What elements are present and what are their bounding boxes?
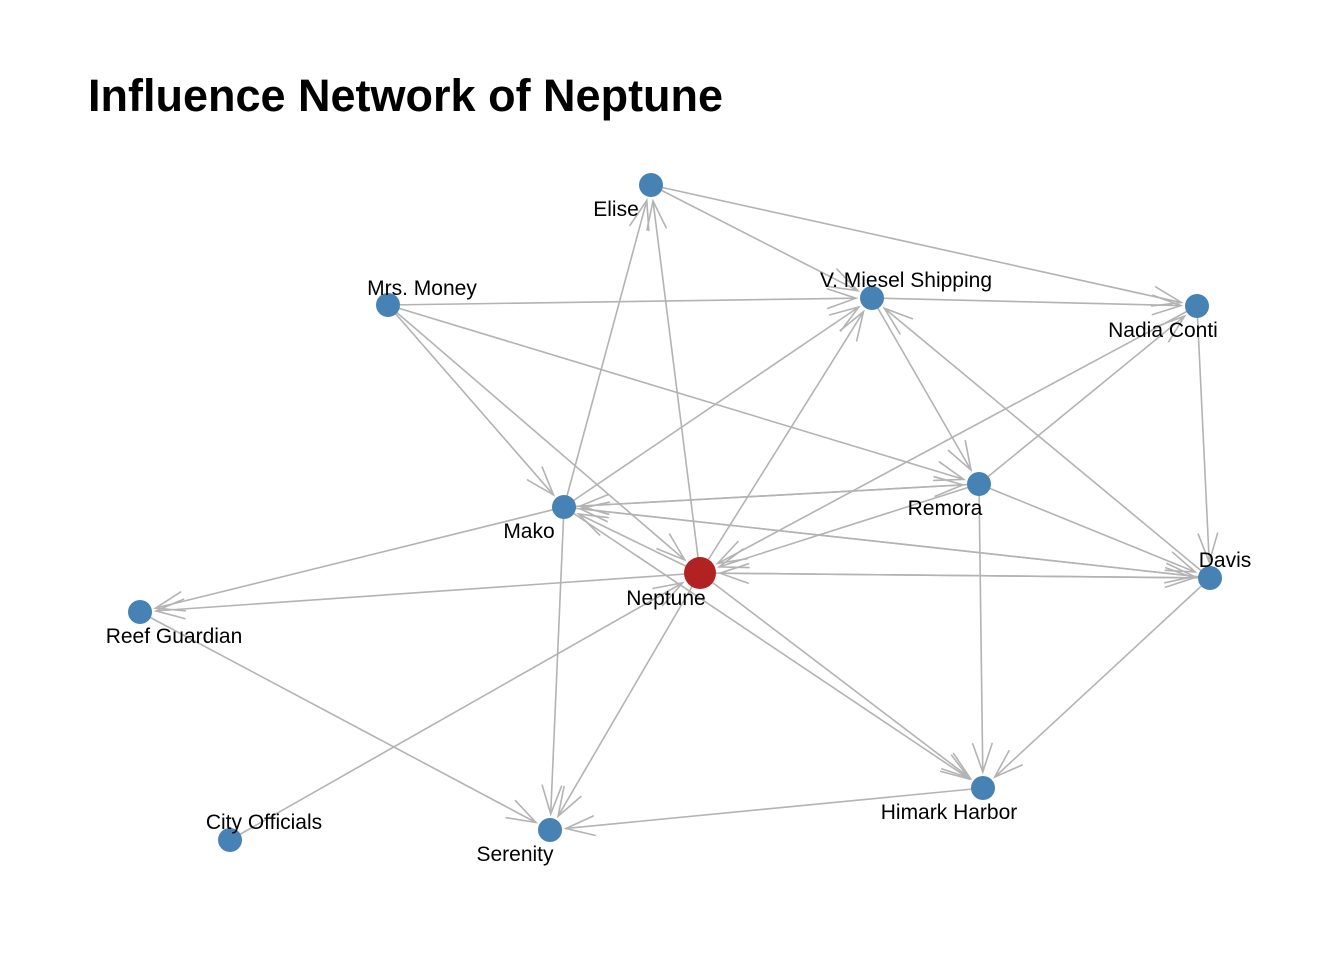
node-label-nadia: Nadia Conti xyxy=(1108,319,1218,342)
node-label-serenity: Serenity xyxy=(476,843,554,866)
node-label-reef: Reef Guardian xyxy=(106,625,243,648)
node-label-neptune: Neptune xyxy=(626,587,705,610)
node-remora xyxy=(967,472,991,496)
edge-mrs-money-to-v-miesel xyxy=(387,288,859,310)
node-elise xyxy=(639,173,663,197)
edge-reef-to-serenity xyxy=(139,611,539,824)
edge-himark-to-serenity xyxy=(563,787,984,837)
node-label-elise: Elise xyxy=(593,198,639,221)
edge-mako-to-elise xyxy=(563,198,650,508)
label-layer: Neptune Elise Mrs. Money V. Miesel Shipping… xyxy=(106,198,1252,866)
node-davis xyxy=(1198,566,1222,590)
node-reef xyxy=(128,600,152,624)
edge-mrs-money-to-remora xyxy=(387,304,967,482)
edge-neptune-to-v-miesel xyxy=(699,309,865,574)
edge-v-miesel-to-remora xyxy=(871,297,973,473)
edge-layer xyxy=(139,184,1219,841)
edge-remora-to-davis xyxy=(978,483,1198,573)
node-city xyxy=(218,828,242,852)
node-label-mako: Mako xyxy=(503,520,554,543)
edge-neptune-to-himark xyxy=(699,572,973,780)
edge-neptune-to-mako xyxy=(576,512,701,574)
edge-mrs-money-to-mako xyxy=(387,304,556,497)
node-serenity xyxy=(538,818,562,842)
node-label-v-miesel: V. Miesel Shipping xyxy=(820,269,992,292)
node-mrs-money xyxy=(376,293,400,317)
node-label-remora: Remora xyxy=(908,497,983,520)
node-neptune xyxy=(684,557,716,589)
node-label-himark: Himark Harbor xyxy=(881,801,1018,824)
edge-mrs-money-to-neptune xyxy=(387,304,687,562)
page-title: Influence Network of Neptune xyxy=(88,70,724,121)
node-label-mrs-money: Mrs. Money xyxy=(367,277,477,300)
edge-mako-to-reef xyxy=(153,506,565,612)
node-himark xyxy=(971,776,995,800)
edge-davis-to-neptune xyxy=(717,563,1211,584)
edge-v-miesel-to-nadia xyxy=(871,294,1184,316)
edge-mako-to-serenity xyxy=(541,506,565,817)
edge-remora-to-himark xyxy=(971,483,993,775)
edge-mako-to-davis xyxy=(563,506,1197,584)
node-label-city: City Officials xyxy=(206,811,322,834)
edge-davis-to-v-miesel xyxy=(882,306,1211,579)
edge-elise-to-v-miesel xyxy=(650,184,860,292)
edge-neptune-to-reef xyxy=(153,572,701,620)
edge-remora-to-nadia xyxy=(978,314,1187,485)
edge-nadia-to-neptune xyxy=(715,305,1198,565)
node-mako xyxy=(552,495,576,519)
edge-mako-to-v-miesel xyxy=(563,305,861,508)
edge-mako-to-himark xyxy=(563,506,972,781)
node-v-miesel xyxy=(860,286,884,310)
edge-city-to-neptune xyxy=(229,581,685,841)
edge-mako-to-remora xyxy=(563,475,966,508)
edge-davis-to-mako xyxy=(577,501,1211,579)
node-layer xyxy=(128,173,1222,852)
node-label-davis: Davis xyxy=(1199,549,1252,572)
node-nadia xyxy=(1185,294,1209,318)
edge-davis-to-himark xyxy=(992,577,1211,779)
edge-neptune-to-serenity xyxy=(556,572,701,819)
edge-nadia-to-davis xyxy=(1196,305,1219,565)
